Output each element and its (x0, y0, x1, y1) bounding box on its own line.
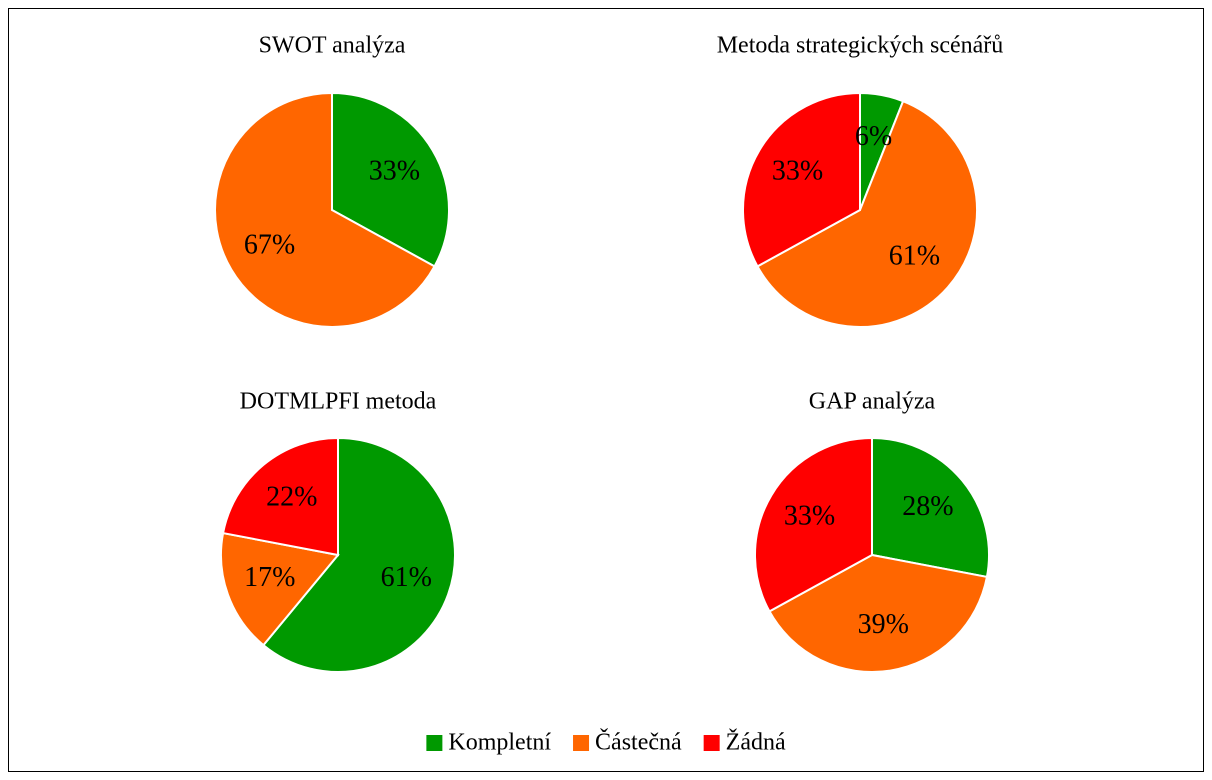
pie-slice (742, 91, 861, 268)
data-label: 67% (244, 229, 295, 260)
pie-title: Metoda strategických scénářů (717, 33, 1004, 59)
data-label: 6% (855, 121, 892, 152)
legend-swatch (426, 735, 443, 751)
data-label: 17% (244, 562, 295, 593)
legend-label: Kompletní (448, 730, 551, 756)
pie-slice (768, 553, 989, 673)
frame (8, 8, 1204, 772)
data-label: 39% (858, 609, 909, 640)
pie-slice (754, 436, 873, 613)
data-label: 33% (369, 155, 420, 186)
data-label: 33% (772, 155, 823, 186)
data-label: 61% (889, 240, 940, 271)
legend-swatch (703, 735, 720, 751)
pie-slice (756, 99, 978, 328)
pie-slice (262, 436, 456, 673)
data-label: 61% (381, 562, 432, 593)
pie-title: SWOT analýza (259, 33, 406, 59)
pie-title: GAP analýza (809, 389, 936, 415)
legend-label: Žádná (726, 730, 786, 756)
legend-label: Částečná (595, 729, 682, 756)
pie-slice (871, 436, 990, 579)
pie-slice (331, 91, 450, 268)
data-label: 33% (784, 500, 835, 531)
legend-swatch (573, 735, 590, 751)
pie-title: DOTMLPFI metoda (240, 389, 437, 415)
pie-slice (221, 436, 339, 557)
data-label: 28% (902, 491, 953, 522)
pie-slice (214, 91, 436, 328)
data-label: 22% (266, 482, 317, 513)
pie-slice (220, 531, 340, 647)
